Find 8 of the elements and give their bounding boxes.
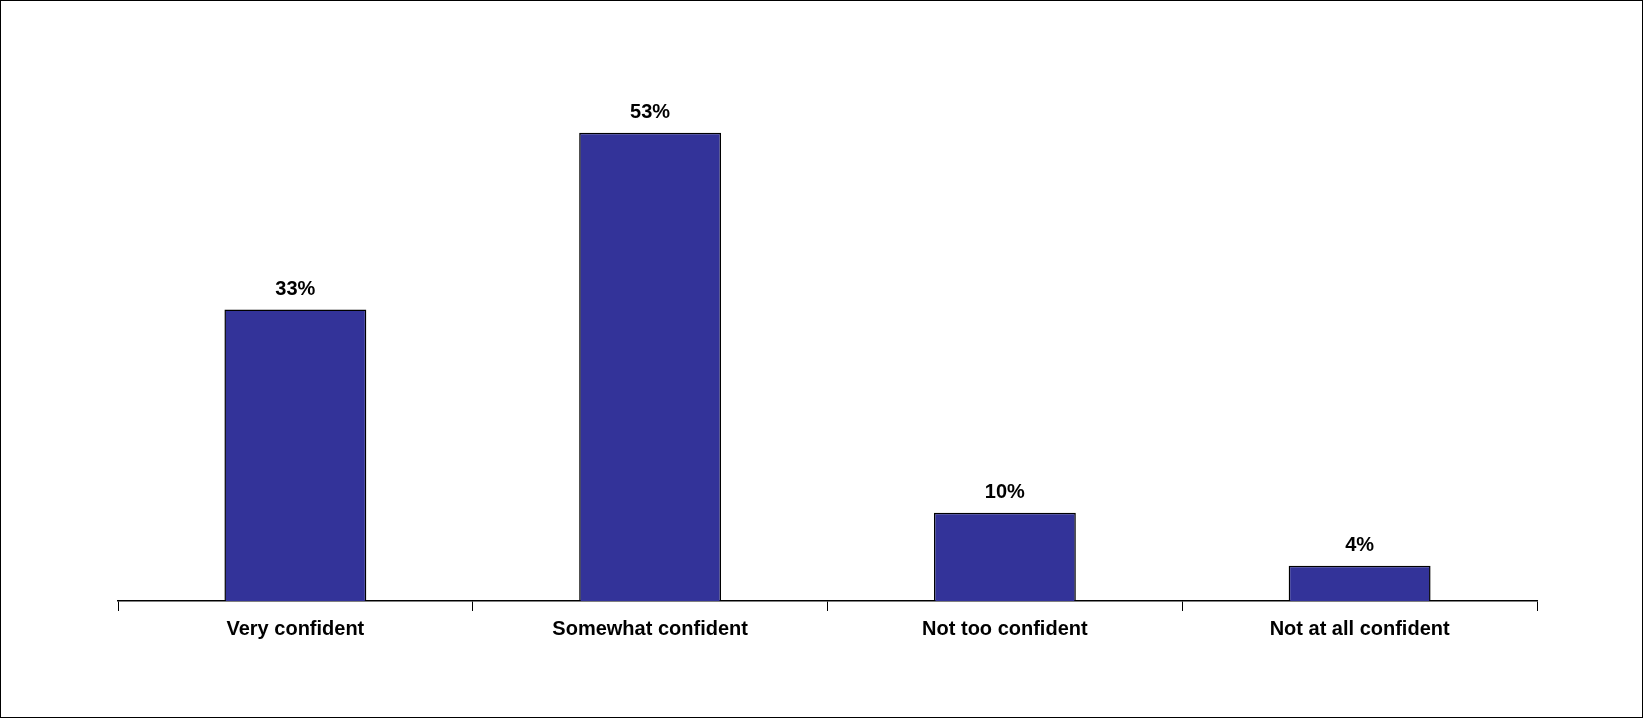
data-label: 10% bbox=[984, 480, 1026, 503]
x-tick-label: Very confident bbox=[226, 616, 365, 639]
x-tick-label: Somewhat confident bbox=[552, 616, 749, 639]
data-label: 33% bbox=[275, 277, 316, 300]
x-tick-label: Not at all confident bbox=[1269, 616, 1450, 639]
data-label: 53% bbox=[630, 100, 671, 123]
data-label: 4% bbox=[1345, 533, 1375, 556]
x-tick-label: Not too confident bbox=[922, 616, 1088, 639]
